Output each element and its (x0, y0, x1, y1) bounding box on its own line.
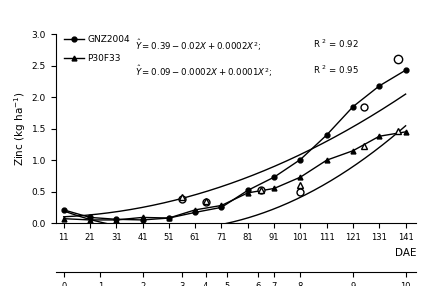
Text: $\hat{Y} = 0.39 - 0.02X + 0.0002X^{2}$;: $\hat{Y} = 0.39 - 0.02X + 0.0002X^{2}$; (135, 37, 261, 53)
Text: $\hat{Y} = 0.09 - 0.0002X + 0.0001X^{2}$;: $\hat{Y} = 0.09 - 0.0002X + 0.0001X^{2}$… (135, 63, 272, 79)
Y-axis label: Zinc (kg ha$^{-1}$): Zinc (kg ha$^{-1}$) (12, 91, 27, 166)
Legend: GNZ2004, P30F33: GNZ2004, P30F33 (64, 35, 130, 63)
Text: R $^{2}$ = 0.92: R $^{2}$ = 0.92 (314, 37, 359, 49)
Text: R $^{2}$ = 0.95: R $^{2}$ = 0.95 (314, 63, 360, 76)
Text: DAE: DAE (395, 248, 416, 258)
